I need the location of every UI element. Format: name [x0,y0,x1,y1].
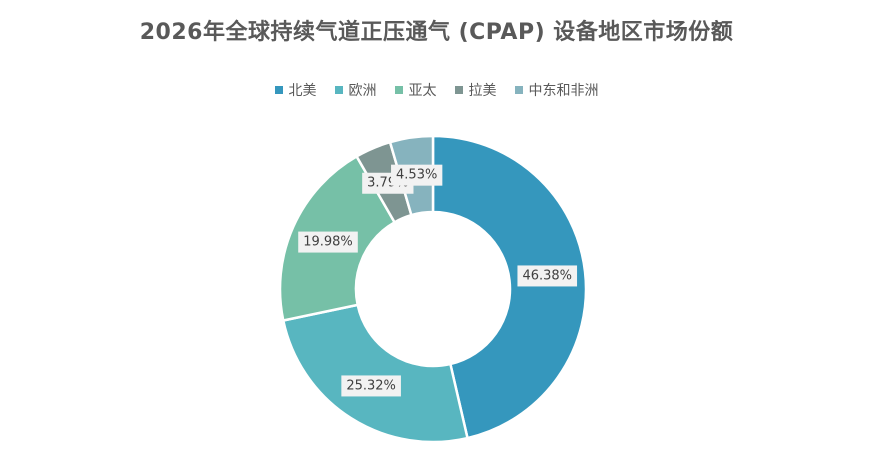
legend-swatch [394,86,403,94]
data-label-text: 4.53% [396,168,437,183]
data-label-box [298,231,358,253]
data-label: 46.38% [517,265,578,287]
legend-swatch [334,86,343,94]
slice-0 [431,134,588,440]
chart-title: 2026年全球持续气道正压通气 (CPAP) 设备地区市场份额 [139,20,734,45]
legend-label: 拉美 [468,83,497,99]
slice-1 [281,303,470,444]
legend-item: 拉美 [454,80,497,100]
data-label-text: 19.98% [303,235,353,250]
data-label: 19.98% [298,231,358,253]
data-label: 25.32% [341,375,401,397]
data-label-box [391,164,443,186]
legend-label: 北美 [288,83,317,99]
legend-item: 北美 [274,80,317,100]
legend-item: 中东和非洲 [514,80,599,100]
data-label-text: 25.32% [346,378,396,393]
legend-item: 亚太 [394,80,437,100]
legend-label: 亚太 [408,83,437,99]
legend-label: 欧洲 [348,83,377,99]
data-label-text: 46.38% [522,268,572,283]
legend-swatch [514,86,523,94]
legend-item: 欧洲 [334,80,377,100]
legend-swatch [454,86,463,94]
data-label: 4.53% [391,164,443,186]
legend-label: 中东和非洲 [528,83,599,99]
chart-legend: 北美 欧洲 亚太 拉美 中东和非洲 [0,80,873,100]
legend-swatch [274,86,283,94]
data-label-box [517,265,578,287]
data-label-box [341,375,401,397]
